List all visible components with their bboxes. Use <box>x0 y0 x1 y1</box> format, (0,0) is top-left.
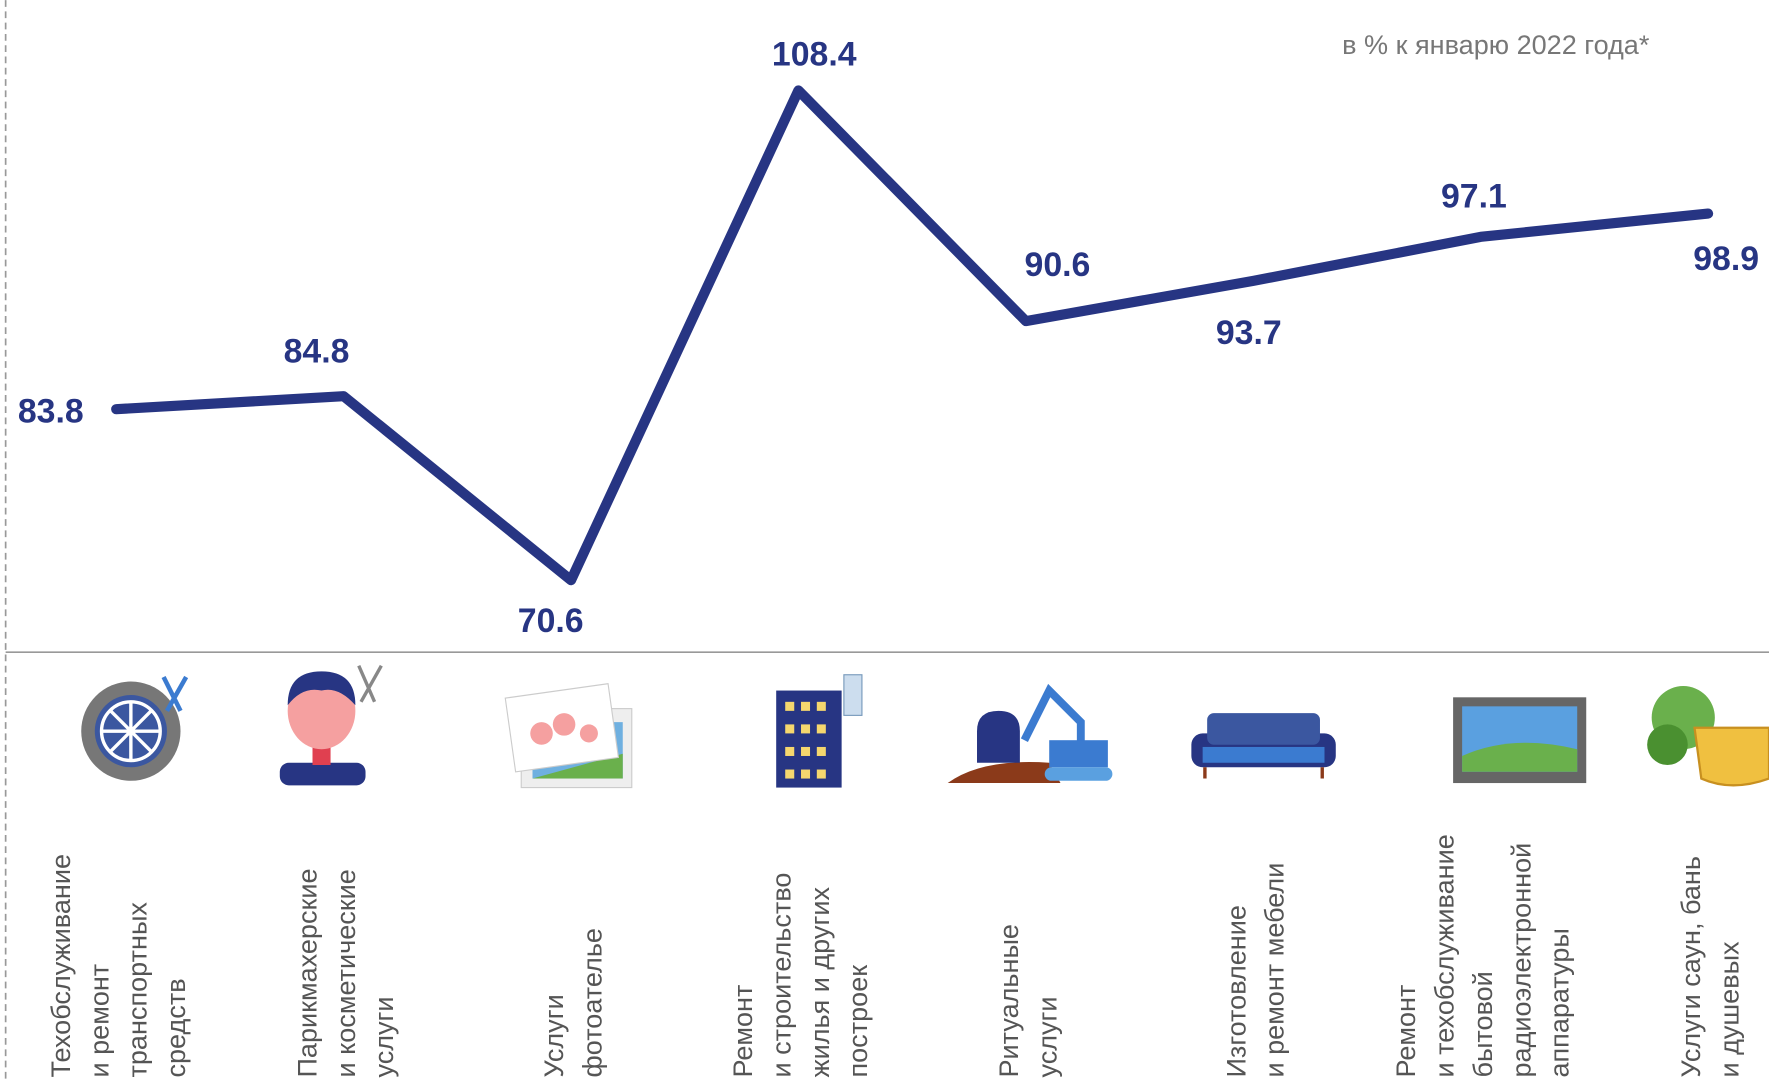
category-label: радиоэлектронной <box>1505 843 1536 1078</box>
category-label: Услуги <box>538 994 569 1077</box>
category-label: бытовой <box>1467 971 1498 1077</box>
category-label: и ремонт мебели <box>1259 863 1290 1078</box>
category-label: услуги <box>1031 996 1062 1077</box>
category-label: и косметические <box>330 869 361 1077</box>
category-label: Техобслуживание <box>45 854 76 1078</box>
value-label: 83.8 <box>18 393 84 431</box>
value-label: 97.1 <box>1441 178 1507 216</box>
category-label: Услуги саун, бань <box>1675 856 1706 1078</box>
category-label: Парикмахерские <box>292 868 323 1077</box>
category-label: аппаратуры <box>1544 928 1575 1077</box>
category-label: и душевых <box>1714 941 1745 1078</box>
value-label: 108.4 <box>772 36 857 74</box>
category-label: и техобслуживание <box>1429 834 1460 1077</box>
category-label: Ремонт <box>727 985 758 1078</box>
category-label: Ремонт <box>1390 985 1421 1078</box>
category-label: транспортных <box>122 902 153 1078</box>
category-label: и строительство <box>766 873 797 1078</box>
category-label: жилья и других <box>804 887 835 1078</box>
category-label: Ритуальные <box>993 924 1024 1077</box>
value-label: 90.6 <box>1025 246 1091 284</box>
value-label: 70.6 <box>518 602 584 640</box>
category-label: Изготовление <box>1220 905 1251 1077</box>
category-label: средств <box>160 978 191 1077</box>
data-line <box>111 85 1714 586</box>
value-label: 84.8 <box>284 332 350 370</box>
value-label: 98.9 <box>1693 240 1759 278</box>
category-label: построек <box>842 965 873 1078</box>
icons <box>81 664 1769 789</box>
category-label: фотоателье <box>576 928 607 1078</box>
subtitle: в % к январю 2022 года* <box>1342 29 1650 60</box>
category-label: услуги <box>368 996 399 1077</box>
category-label: и ремонт <box>83 964 114 1078</box>
value-label: 93.7 <box>1216 314 1282 352</box>
